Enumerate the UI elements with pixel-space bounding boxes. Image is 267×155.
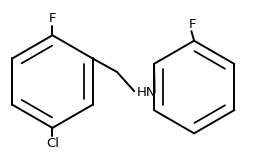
Text: HN: HN bbox=[137, 86, 156, 99]
Text: F: F bbox=[189, 18, 197, 31]
Text: F: F bbox=[49, 12, 56, 25]
Text: Cl: Cl bbox=[46, 137, 59, 150]
